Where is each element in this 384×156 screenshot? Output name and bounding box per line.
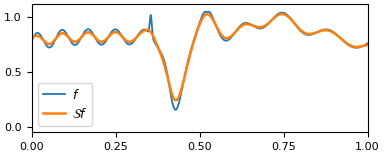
$f$ [294,25,299,27]
Legend: $f$, $\mathcal{S}f$: $f$, $\mathcal{S}f$ [38,83,93,126]
$f$ [46,46,51,48]
$\mathcal{S}f$ [294,25,299,27]
$\mathcal{S}f$ [184,69,189,71]
Line: $\mathcal{S}f$: $\mathcal{S}f$ [31,14,367,100]
$f$ [356,47,360,49]
$f$ [184,68,189,70]
$f$ [365,42,370,44]
$\mathcal{S}f$ [46,43,51,45]
$f$ [29,40,34,42]
$\mathcal{S}f$ [280,13,284,15]
$f$ [193,36,197,37]
$\mathcal{S}f$ [356,46,361,48]
$\mathcal{S}f$ [365,44,370,46]
$\mathcal{S}f$ [174,99,178,101]
$\mathcal{S}f$ [29,35,34,37]
$f$ [173,109,178,111]
Line: $f$: $f$ [31,12,367,110]
$f$ [356,47,361,49]
$f$ [202,11,207,13]
$\mathcal{S}f$ [193,36,197,38]
$\mathcal{S}f$ [356,46,360,48]
